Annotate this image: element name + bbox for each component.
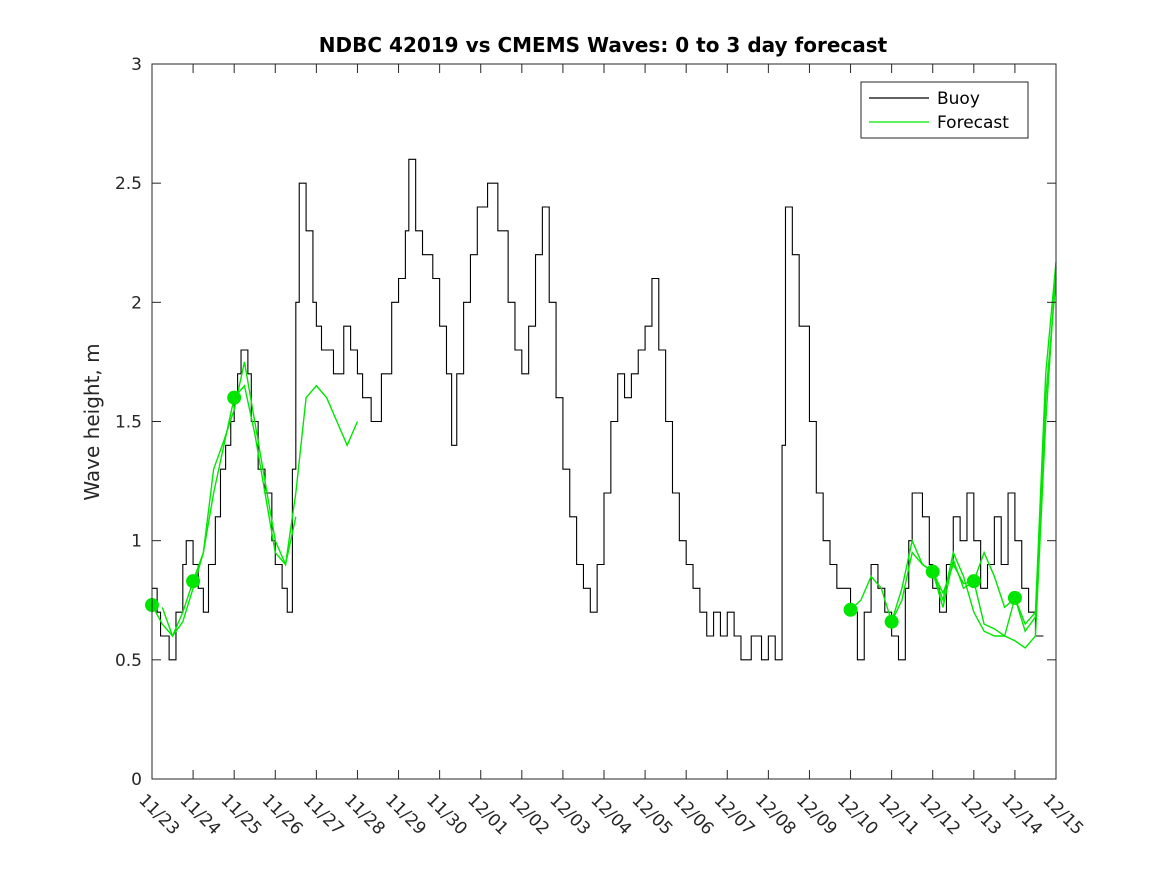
y-tick-label: 0.5 [115,651,142,671]
x-tick-label: 12/14 [997,790,1046,839]
forecast-start-marker [925,564,940,579]
forecast-run-line-11-23 [151,384,359,638]
x-tick-label: 12/09 [792,790,841,839]
forecast-start-marker [884,614,899,629]
x-tick-label: 11/30 [422,790,471,839]
x-tick-label: 11/24 [176,790,225,839]
y-tick-label: 2.5 [115,174,142,194]
x-tick-label: 12/15 [1038,790,1087,839]
x-tick-label: 11/28 [340,790,389,839]
x-tick-label: 12/13 [956,790,1005,839]
forecast-run-line-12-10 [850,266,1057,649]
forecast-start-marker [227,390,242,405]
legend-label-buoy: Buoy [937,89,980,109]
x-tick-label: 12/07 [710,790,759,839]
forecast-run-line-12-12 [932,261,1057,626]
y-tick-label: 3 [131,55,142,75]
y-axis-label: Wave height, m [80,343,104,500]
legend: Buoy Forecast [860,81,1029,139]
x-tick-label: 12/03 [545,790,594,839]
x-tick-label: 12/10 [833,790,882,839]
legend-label-forecast: Forecast [937,113,1009,133]
y-tick-label: 0 [131,770,142,790]
x-tick-label: 12/12 [915,790,964,839]
x-tick-label: 11/26 [258,790,307,839]
x-tick-label: 12/04 [586,790,635,839]
legend-box [860,81,1029,139]
forecast-start-marker [966,574,981,589]
y-tick-label: 1 [131,532,142,552]
forecast-run-line-11-24 [161,361,297,638]
x-tick-label: 11/25 [217,790,266,839]
y-tick-label: 2 [131,293,142,313]
forecast-start-marker [186,574,201,589]
x-tick-label: 11/29 [381,790,430,839]
x-tick-label: 11/23 [134,790,183,839]
plot-area: 00.511.522.5311/2311/2411/2511/2611/2711… [115,55,1087,839]
x-tick-label: 12/11 [874,790,923,839]
plot-background [152,64,1056,779]
x-tick-label: 12/08 [751,790,800,839]
x-tick-label: 12/02 [504,790,553,839]
forecast-start-marker [843,602,858,617]
x-tick-label: 11/27 [299,790,348,839]
y-tick-label: 1.5 [115,413,142,433]
x-tick-label: 12/06 [669,790,718,839]
x-tick-label: 12/05 [628,790,677,839]
x-tick-label: 12/01 [463,790,512,839]
forecast-start-marker [1007,590,1022,605]
chart-title: NDBC 42019 vs CMEMS Waves: 0 to 3 day fo… [319,33,888,57]
